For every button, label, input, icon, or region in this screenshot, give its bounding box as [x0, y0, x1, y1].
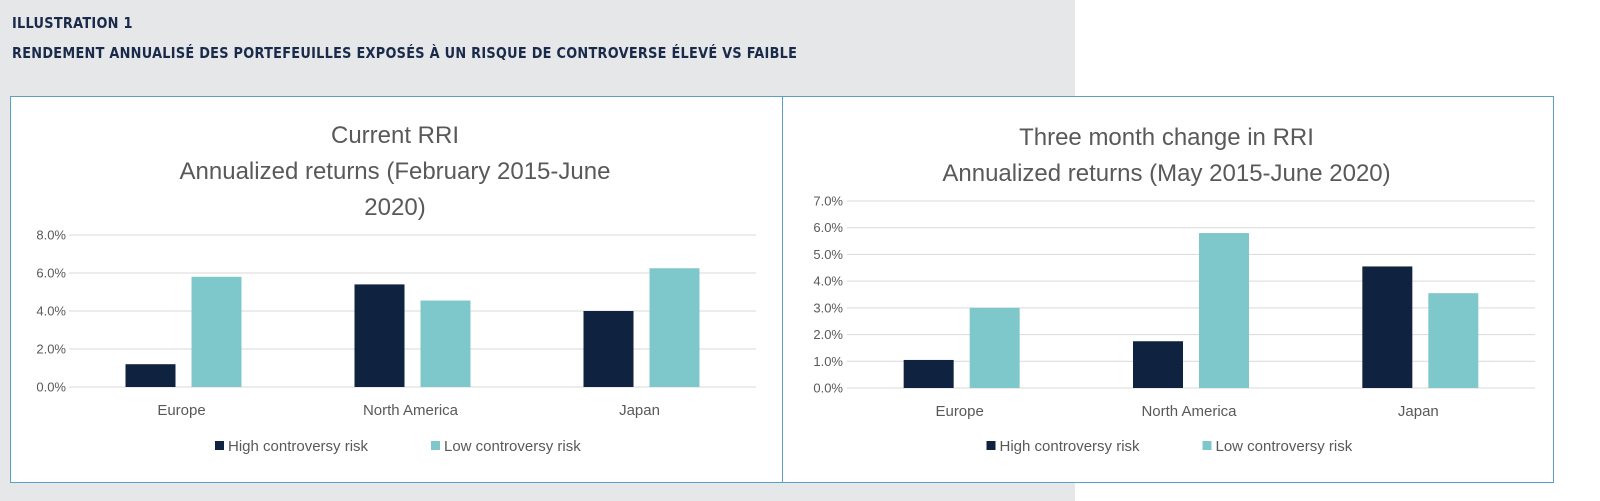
y-tick-label: 4.0% — [36, 304, 66, 319]
legend-label: High controversy risk — [1000, 438, 1141, 455]
chart-title-line: Annualized returns (May 2015-June 2020) — [942, 160, 1390, 187]
y-tick-label: 0.0% — [813, 381, 843, 396]
y-tick-label: 5.0% — [813, 247, 843, 262]
bar-high-controversy — [903, 359, 954, 388]
chart-title-line: 2020) — [364, 194, 425, 221]
three-month-change-chart: Three month change in RRI Annualized retu… — [813, 124, 1535, 455]
bar-low-controversy — [1428, 293, 1479, 388]
figure-title: RENDEMENT ANNUALISÉ DES PORTEFEUILLES EX… — [12, 44, 798, 62]
legend-label: Low controversy risk — [444, 438, 581, 455]
y-tick-label: 4.0% — [813, 274, 843, 289]
chart-title-line: Annualized returns (February 2015-June — [180, 158, 611, 185]
bar-low-controversy — [969, 307, 1020, 388]
y-tick-label: 8.0% — [36, 228, 66, 243]
bar-low-controversy — [191, 276, 242, 387]
chart-title-line: Three month change in RRI — [1019, 124, 1314, 151]
bar-high-controversy — [354, 284, 405, 387]
bar-low-controversy — [649, 268, 700, 387]
bar-high-controversy — [1362, 266, 1413, 388]
legend-swatch — [431, 441, 440, 450]
category-label: Europe — [935, 403, 983, 420]
bar-high-controversy — [583, 311, 634, 387]
y-tick-label: 7.0% — [813, 194, 843, 209]
legend-swatch — [1202, 441, 1212, 450]
illustration-label: ILLUSTRATION 1 — [12, 14, 133, 32]
y-tick-label: 2.0% — [36, 342, 66, 357]
y-tick-label: 2.0% — [813, 327, 843, 342]
chart-panel-three-month-change: Three month change in RRI Annualized retu… — [782, 96, 1554, 483]
category-label: Japan — [1398, 403, 1439, 420]
y-tick-label: 6.0% — [813, 220, 843, 235]
current-rri-chart: Current RRI Annualized returns (February … — [36, 122, 756, 455]
y-tick-label: 6.0% — [36, 266, 66, 281]
bar-low-controversy — [1199, 233, 1249, 388]
category-label: North America — [1141, 403, 1237, 420]
y-tick-label: 1.0% — [813, 354, 843, 369]
category-label: Japan — [619, 402, 660, 419]
category-label: North America — [363, 402, 459, 419]
bar-high-controversy — [125, 364, 176, 387]
legend-swatch — [986, 441, 996, 450]
y-tick-label: 3.0% — [813, 300, 843, 315]
chart-panel-current-rri: Current RRI Annualized returns (February … — [10, 96, 783, 483]
legend-swatch — [215, 441, 224, 450]
bar-high-controversy — [1133, 341, 1183, 388]
bar-low-controversy — [420, 300, 471, 387]
y-tick-label: 0.0% — [36, 380, 66, 395]
category-label: Europe — [157, 402, 205, 419]
chart-title-line: Current RRI — [331, 122, 459, 149]
legend-label: High controversy risk — [228, 438, 369, 455]
legend-label: Low controversy risk — [1216, 438, 1353, 455]
